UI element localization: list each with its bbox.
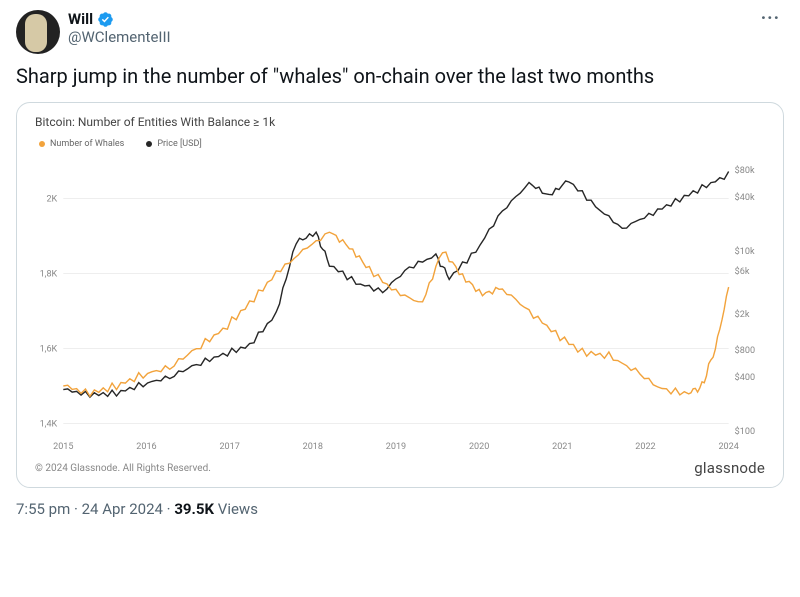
avatar[interactable] <box>16 10 60 54</box>
svg-text:2015: 2015 <box>53 442 73 452</box>
svg-text:2022: 2022 <box>635 442 655 452</box>
more-menu-icon[interactable]: ··· <box>757 10 784 27</box>
legend-item-price: Price [USD] <box>146 139 201 149</box>
chart-copyright: © 2024 Glassnode. All Rights Reserved. <box>35 463 211 474</box>
dual-axis-line-chart: 1,4K 1,6K 1,8K 2K $100 $400 $800 $2k $6k $10k $40k… <box>27 155 773 455</box>
display-name[interactable]: Will <box>68 10 93 28</box>
legend-dot-icon <box>39 141 45 147</box>
svg-text:1,4K: 1,4K <box>40 420 58 430</box>
svg-text:$2k: $2k <box>735 309 750 320</box>
svg-text:2017: 2017 <box>219 442 239 452</box>
svg-text:$80k: $80k <box>735 165 755 176</box>
legend-dot-icon <box>146 141 152 147</box>
svg-text:2020: 2020 <box>469 442 489 452</box>
tweet-date[interactable]: 24 Apr 2024 <box>82 500 163 518</box>
tweet-text: Sharp jump in the number of "whales" on-… <box>16 64 784 88</box>
verified-badge-icon <box>97 11 114 28</box>
svg-text:2019: 2019 <box>386 442 406 452</box>
svg-text:$100: $100 <box>735 426 755 437</box>
tweet-views-count[interactable]: 39.5K <box>174 500 214 518</box>
svg-text:2021: 2021 <box>552 442 572 452</box>
svg-text:$6k: $6k <box>735 266 750 277</box>
svg-text:2024: 2024 <box>718 442 738 452</box>
svg-text:2018: 2018 <box>303 442 323 452</box>
svg-text:$400: $400 <box>735 372 755 383</box>
chart-legend: Number of Whales Price [USD] <box>39 139 773 149</box>
chart-title: Bitcoin: Number of Entities With Balance… <box>35 115 773 129</box>
legend-item-whales: Number of Whales <box>39 139 124 149</box>
svg-text:$800: $800 <box>735 345 755 356</box>
svg-text:2016: 2016 <box>136 442 156 452</box>
chart-card: Bitcoin: Number of Entities With Balance… <box>16 102 784 488</box>
chart-brand: glassnode <box>694 459 765 477</box>
svg-text:$10k: $10k <box>735 246 755 257</box>
user-handle[interactable]: @WClementeIII <box>68 28 749 46</box>
svg-text:$40k: $40k <box>735 192 755 203</box>
tweet-header: Will @WClementeIII ··· <box>16 10 784 54</box>
tweet-views-label: Views <box>218 500 258 518</box>
tweet-meta: 7:55 pm · 24 Apr 2024 · 39.5K Views <box>16 500 784 518</box>
svg-text:1,6K: 1,6K <box>40 345 58 355</box>
svg-text:1,8K: 1,8K <box>40 270 58 280</box>
svg-text:2K: 2K <box>46 195 57 205</box>
tweet-time[interactable]: 7:55 pm <box>16 500 70 518</box>
legend-label: Number of Whales <box>50 139 124 149</box>
legend-label: Price [USD] <box>157 139 201 149</box>
